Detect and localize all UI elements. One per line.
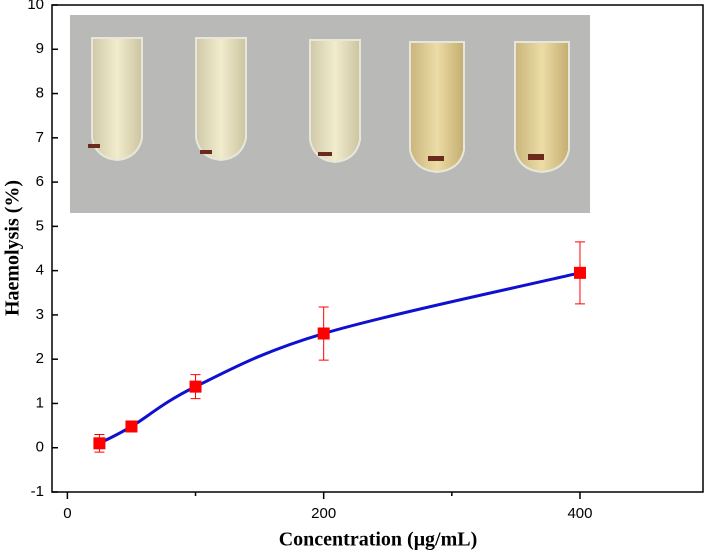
y-tick-label: 6 — [36, 173, 44, 190]
y-tick-label: 5 — [36, 217, 44, 234]
data-point — [189, 380, 202, 393]
data-point — [93, 437, 106, 450]
y-tick-label: 7 — [36, 129, 44, 146]
y-tick-label: 4 — [36, 262, 44, 279]
y-tick-label: -1 — [31, 483, 44, 500]
x-axis-label: Concentration (μg/mL) — [279, 529, 478, 551]
x-tick-label: 400 — [567, 505, 592, 522]
y-axis-label: Haemolysis (%) — [2, 180, 24, 316]
y-tick-label: 9 — [36, 40, 44, 57]
data-point — [317, 327, 330, 340]
x-tick-label: 0 — [63, 505, 71, 522]
data-point — [125, 420, 138, 433]
y-tick-label: 2 — [36, 350, 44, 367]
y-tick-label: 0 — [36, 439, 44, 456]
data-line — [98, 271, 581, 445]
y-tick-label: 8 — [36, 85, 44, 102]
x-tick-label: 200 — [311, 505, 336, 522]
y-tick-label: 10 — [27, 0, 44, 13]
inset-photo — [70, 15, 590, 213]
y-tick-label: 3 — [36, 306, 44, 323]
plot-frame — [51, 4, 704, 493]
y-tick-label: 1 — [36, 394, 44, 411]
data-point — [573, 266, 586, 279]
